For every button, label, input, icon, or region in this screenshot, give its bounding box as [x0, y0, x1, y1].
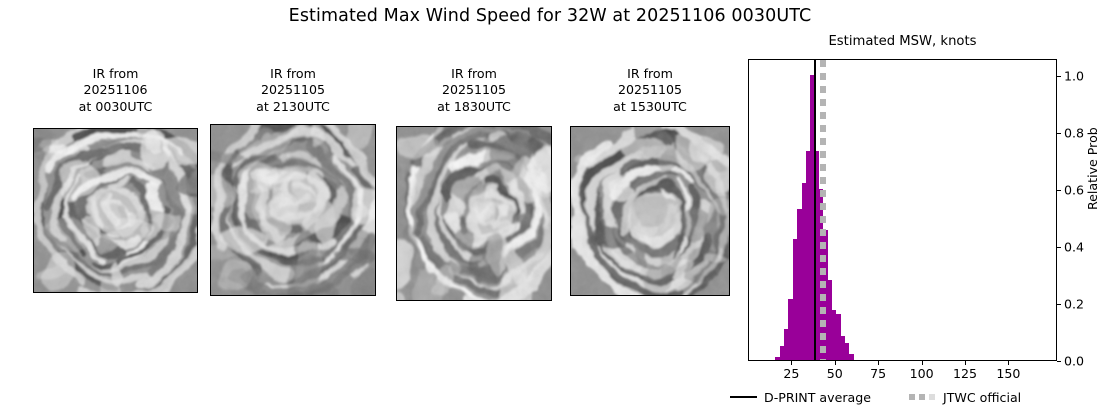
y-tick-label: 0.2: [1064, 296, 1085, 312]
x-tick-label: 75: [870, 366, 887, 381]
y-tick: [1057, 361, 1061, 363]
y-tick-label: 0.8: [1064, 125, 1085, 141]
ir-panel-0030utc-caption-line1: IR from: [92, 66, 139, 81]
ir-panel-1830utc-caption-line2: 20251105: [441, 82, 507, 98]
chart-legend: D-PRINT average JTWC official: [730, 386, 1086, 408]
x-tick: [964, 361, 967, 365]
y-tick: [1057, 304, 1061, 306]
ir-panel-1530utc-image: [570, 126, 730, 296]
ir-panel-1530utc-caption-line2: 20251105: [617, 82, 683, 98]
histogram-bar: [831, 310, 837, 360]
legend-swatch-solid-line: [730, 396, 757, 398]
histogram-bar: [844, 342, 850, 360]
x-tick-label: 150: [996, 366, 1021, 381]
ir-panel-1830utc-image: [396, 126, 552, 301]
legend-swatch-dotted-line: [908, 394, 936, 400]
histogram-bar: [810, 75, 815, 360]
x-tick-label: 25: [783, 366, 800, 381]
reference-line-d-print-average: [813, 60, 816, 360]
ir-panel-1530utc-caption-line3: at 1530UTC: [613, 98, 687, 114]
legend-label: JTWC official: [942, 389, 1022, 405]
y-tick-label: 0.0: [1064, 353, 1085, 369]
histogram-bar: [805, 150, 811, 360]
legend-label: D-PRINT average: [764, 389, 871, 405]
y-tick-label: 0.4: [1064, 239, 1085, 255]
ir-panel-1830utc-caption-line1: IR from: [451, 66, 497, 81]
x-tick: [921, 361, 923, 365]
histogram-title: Estimated MSW, knots: [828, 34, 977, 49]
x-tick: [834, 361, 836, 365]
ir-panel-0030utc-caption: IR from 20251106 at 0030UTC: [0, 66, 238, 115]
histogram-bar: [814, 150, 819, 360]
ir-panel-0030utc-caption-line2: 20251106: [83, 82, 148, 98]
ir-panel-2130utc-caption: IR from 20251105 at 2130UTC: [170, 66, 416, 115]
x-tick-label: 100: [909, 366, 934, 381]
ir-panel-2130utc-caption-line1: IR from: [270, 66, 316, 81]
histogram-bar: [775, 356, 780, 360]
histogram-bar: [788, 298, 793, 360]
y-tick: [1057, 76, 1061, 78]
y-axis-label: Relative Prob: [1085, 127, 1100, 210]
figure-suptitle: Estimated Max Wind Speed for 32W at 2025…: [288, 6, 812, 26]
x-tick-label: 125: [952, 366, 978, 381]
y-tick-label: 1.0: [1064, 68, 1085, 84]
x-tick: [791, 361, 793, 365]
ir-panel-2130utc-caption-line2: 20251105: [260, 82, 326, 98]
ir-panel-2130utc-image: [210, 124, 376, 296]
y-tick-label: 0.6: [1064, 182, 1085, 198]
histogram-bar: [797, 209, 802, 360]
histogram-bar: [784, 328, 789, 360]
y-tick: [1057, 190, 1061, 192]
histogram-bar: [840, 335, 845, 360]
ir-panel-0030utc-image: [33, 128, 198, 293]
histogram-bar: [779, 346, 785, 360]
histogram-axes: [748, 59, 1057, 361]
x-tick: [1008, 361, 1010, 365]
y-tick: [1057, 133, 1061, 135]
ir-panel-2130utc-caption-line3: at 2130UTC: [256, 98, 330, 114]
histogram-bar: [849, 353, 854, 360]
ir-panel-0030utc-caption-line3: at 0030UTC: [78, 98, 153, 114]
histogram-bar: [801, 183, 806, 360]
histogram-bar: [792, 238, 798, 360]
histogram-bar: [836, 314, 841, 360]
ir-panel-1830utc-caption-line3: at 1830UTC: [437, 98, 511, 114]
ir-panel-1530utc-caption: IR from 20251105 at 1530UTC: [530, 66, 770, 115]
histogram-bar: [827, 280, 832, 360]
y-tick: [1057, 247, 1061, 249]
histogram-plot-area: [749, 60, 1056, 360]
x-tick: [878, 361, 880, 365]
x-tick-label: 50: [826, 366, 843, 381]
reference-line-jtwc-official: [819, 60, 826, 360]
legend-entry-d-print-average: D-PRINT average: [730, 390, 871, 405]
legend-entry-jtwc-official: JTWC official: [908, 389, 1022, 405]
ir-panel-1530utc-caption-line1: IR from: [627, 66, 673, 81]
ir-panel-1830utc-caption: IR from 20251105 at 1830UTC: [356, 66, 592, 115]
